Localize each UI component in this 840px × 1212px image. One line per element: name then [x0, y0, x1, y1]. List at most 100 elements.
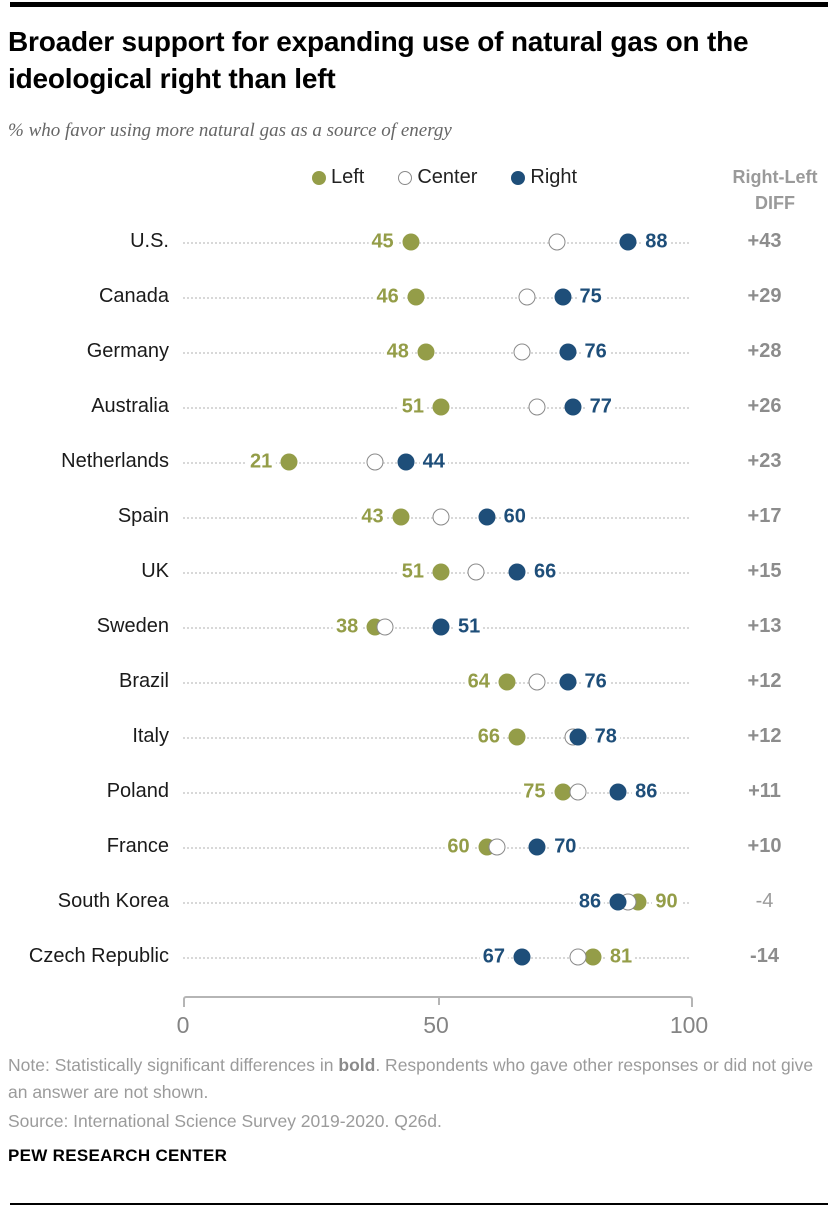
center-dot-icon — [366, 453, 384, 470]
row-plot-area: 86 90 — [183, 874, 689, 929]
leader-line — [183, 901, 689, 904]
center-dot-icon — [467, 563, 485, 580]
diff-value: +43 — [747, 230, 782, 252]
right-dot-icon — [528, 838, 546, 855]
legend-left-label: Left — [331, 166, 365, 188]
leader-line — [183, 351, 689, 354]
chart-row: U.S. 45 88 +43 — [8, 214, 832, 269]
chart-row: Netherlands 21 44 +23 — [8, 434, 832, 489]
diff-value: +15 — [747, 560, 782, 582]
bottom-rule — [10, 1203, 828, 1205]
right-dot-icon — [559, 343, 577, 360]
right-dot-icon — [397, 453, 415, 470]
row-plot-area: 51 66 — [183, 544, 689, 599]
note-suffix: . Respondents who gave other responses o… — [8, 1055, 814, 1103]
legend-item-right: Right — [511, 166, 577, 189]
center-dot-icon — [432, 508, 450, 525]
right-value-label: 44 — [419, 450, 448, 473]
center-dot-icon — [548, 233, 566, 250]
right-dot-icon — [513, 948, 531, 965]
row-plot-area: 43 60 — [183, 489, 689, 544]
leader-line — [183, 241, 689, 244]
row-plot-area: 45 88 — [183, 214, 689, 269]
right-value-label: 51 — [455, 615, 484, 638]
row-plot-area: 67 81 — [183, 929, 689, 984]
row-plot-area: 64 76 — [183, 654, 689, 709]
diff-value: +10 — [747, 835, 782, 857]
chart-row: Australia 51 77 +26 — [8, 379, 832, 434]
chart-row: Canada 46 75 +29 — [8, 269, 832, 324]
diff-value: +26 — [747, 395, 782, 417]
left-dot-icon — [554, 783, 571, 800]
country-label: Italy — [132, 725, 169, 747]
right-value-label: 75 — [576, 285, 605, 308]
leader-line — [183, 736, 689, 739]
right-dot-icon — [478, 508, 496, 525]
row-plot-area: 51 77 — [183, 379, 689, 434]
leader-line — [183, 681, 689, 684]
left-value-label: 51 — [398, 560, 428, 583]
country-label: Germany — [86, 340, 169, 362]
note-bold-word: bold — [338, 1055, 376, 1075]
left-dot-icon — [312, 170, 326, 185]
left-value-label: 66 — [474, 725, 503, 748]
left-value-label: 48 — [383, 340, 412, 363]
x-axis-tick-label: 100 — [669, 1012, 709, 1038]
right-dot-icon — [511, 170, 526, 185]
page-title: Broader support for expanding use of nat… — [8, 26, 749, 94]
chart-row: Poland 75 86 +11 — [8, 764, 832, 819]
country-label: France — [106, 835, 169, 857]
country-label: South Korea — [57, 890, 169, 912]
chart-row: South Korea 86 90 -4 — [8, 874, 832, 929]
right-dot-icon — [432, 618, 450, 635]
chart-subtitle: % who favor using more natural gas as a … — [8, 120, 452, 141]
right-dot-icon — [508, 563, 526, 580]
chart-row: Brazil 64 76 +12 — [8, 654, 832, 709]
right-value-label: 78 — [591, 725, 620, 748]
country-label: U.S. — [130, 230, 169, 252]
center-dot-icon — [528, 673, 546, 690]
source-line: Source: International Science Survey 201… — [8, 1111, 442, 1132]
center-dot-icon — [513, 343, 531, 360]
diff-value: +13 — [747, 615, 782, 637]
center-dot-icon — [488, 838, 506, 855]
right-dot-icon — [564, 398, 582, 415]
legend: Left Center Right — [312, 166, 577, 189]
right-dot-icon — [554, 288, 571, 305]
left-dot-icon — [584, 948, 602, 965]
left-value-label: 60 — [444, 835, 473, 858]
right-value-label: 70 — [551, 835, 580, 858]
left-value-label: 38 — [333, 615, 362, 638]
diff-value: +12 — [747, 725, 782, 747]
center-dot-icon — [376, 618, 394, 635]
chart-row: Germany 48 76 +28 — [8, 324, 832, 379]
row-plot-area: 38 51 — [183, 599, 689, 654]
brand-label: PEW RESEARCH CENTER — [8, 1146, 228, 1165]
legend-item-left: Left — [312, 166, 364, 189]
left-dot-icon — [417, 343, 435, 360]
right-dot-icon — [609, 893, 627, 910]
dot-plot-rows: U.S. 45 88 +43 Canada 46 75 +29 Germany 48 76 +28 Au… — [8, 214, 832, 984]
center-dot-icon — [398, 170, 413, 185]
row-plot-area: 48 76 — [183, 324, 689, 379]
left-dot-icon — [402, 233, 420, 250]
center-dot-icon — [518, 288, 536, 305]
country-label: Spain — [117, 505, 169, 527]
center-dot-icon — [569, 948, 587, 965]
x-axis-tick-label: 0 — [176, 1012, 190, 1038]
country-label: Canada — [98, 285, 169, 307]
chart-row: Sweden 38 51 +13 — [8, 599, 832, 654]
diff-value: +17 — [747, 505, 782, 527]
country-label: UK — [141, 560, 169, 582]
diff-value: +11 — [748, 780, 781, 802]
row-plot-area: 60 70 — [183, 819, 689, 874]
right-value-label: 76 — [581, 340, 610, 363]
left-value-label: 75 — [520, 780, 549, 803]
x-axis-tick-label: 50 — [423, 1012, 449, 1038]
row-plot-area: 66 78 — [183, 709, 689, 764]
left-dot-icon — [432, 563, 450, 580]
legend-center-label: Center — [417, 166, 478, 188]
left-value-label: 43 — [358, 505, 387, 528]
left-value-label: 51 — [398, 395, 428, 418]
